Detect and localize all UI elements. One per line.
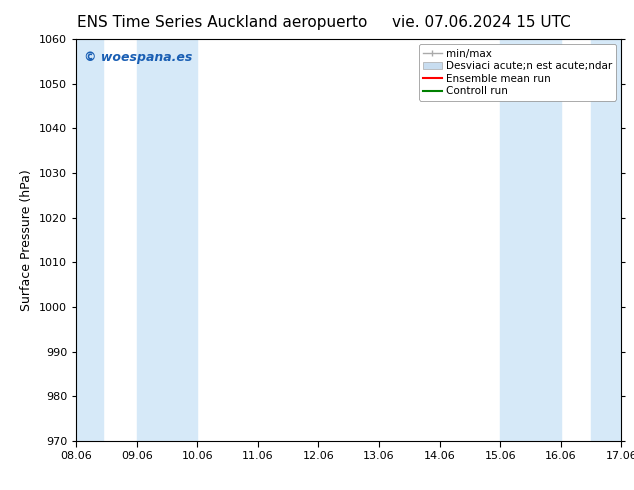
- Y-axis label: Surface Pressure (hPa): Surface Pressure (hPa): [20, 169, 34, 311]
- Text: vie. 07.06.2024 15 UTC: vie. 07.06.2024 15 UTC: [392, 15, 571, 30]
- Bar: [76, 39, 103, 441]
- Bar: [137, 39, 197, 441]
- Legend: min/max, Desviaci acute;n est acute;ndar, Ensemble mean run, Controll run: min/max, Desviaci acute;n est acute;ndar…: [418, 45, 616, 100]
- Text: ENS Time Series Auckland aeropuerto: ENS Time Series Auckland aeropuerto: [77, 15, 367, 30]
- Text: © woespana.es: © woespana.es: [84, 51, 193, 64]
- Bar: [500, 39, 560, 441]
- Bar: [591, 39, 621, 441]
